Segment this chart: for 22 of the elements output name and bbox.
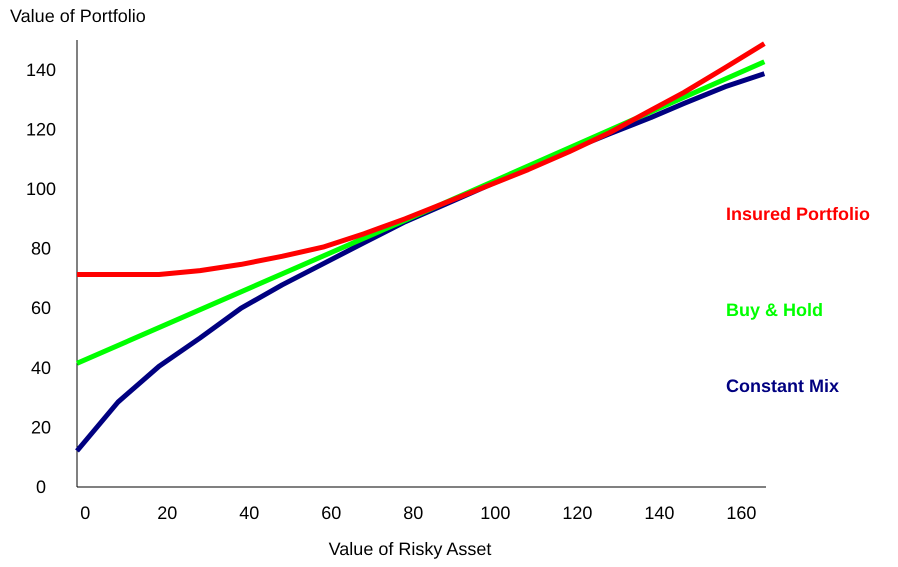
text: Constant Mix [726,376,840,396]
y-tick-label: 40 [30,358,52,378]
x-tick-label: 140 [644,503,674,523]
x-axis-title: Value of Risky Asset [328,539,492,559]
y-tick-label: 140 [26,60,56,80]
text: Insured Portfolio [726,204,870,224]
x-tick-label: 20 [157,503,178,523]
x-tick-label: 100 [480,503,510,523]
x-tick-label: 40 [239,503,260,523]
y-tick-label: 20 [30,417,52,438]
y-tick-label: 0 [36,477,46,497]
x-tick-label: 60 [321,503,342,523]
x-tick-label: 0 [80,503,90,523]
x-tick-label: 80 [403,503,424,523]
y-tick-label: 120 [26,119,56,140]
x-tick-label: 120 [562,503,592,523]
y-tick-label: 100 [26,179,56,199]
text: Buy & Hold [726,300,823,320]
y-tick-label: 80 [30,238,52,259]
y-tick-label: 60 [30,298,52,318]
x-tick-label: 160 [726,503,756,523]
y-axis-title: Value of Portfolio [10,6,146,26]
